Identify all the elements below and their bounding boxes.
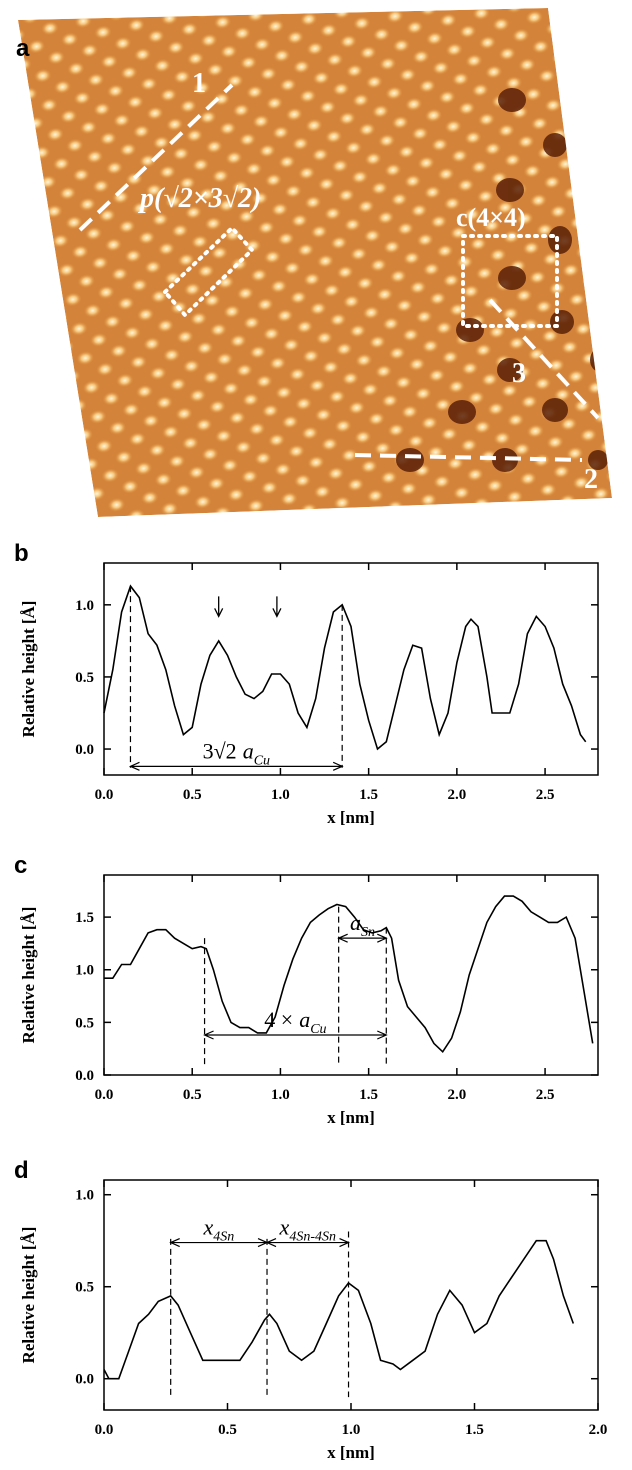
x-axis-label: x [nm] xyxy=(327,1108,375,1127)
y-tick-label: 0.0 xyxy=(75,1372,94,1388)
y-tick-label: 1.0 xyxy=(75,963,94,979)
plot-frame xyxy=(103,1179,599,1411)
span-label-var: a xyxy=(350,910,361,935)
y-tick-label: 1.0 xyxy=(75,598,94,614)
x-tick-label: 2.0 xyxy=(447,1087,466,1103)
x-tick-label: 2.0 xyxy=(589,1422,608,1438)
span-label-var: a xyxy=(299,1007,310,1032)
plot-frame xyxy=(103,562,599,776)
y-tick-label: 0.5 xyxy=(75,670,94,686)
y-tick-label: 0.0 xyxy=(75,742,94,758)
y-axis-label: Relative height [Å] xyxy=(19,601,38,738)
x-tick-label: 0.0 xyxy=(95,787,114,803)
x-tick-label: 0.0 xyxy=(95,1422,114,1438)
x-tick-label: 1.0 xyxy=(342,1422,361,1438)
span-label: 4 × aCu xyxy=(264,1007,326,1037)
span-label: x4Sn xyxy=(202,1215,234,1245)
y-tick-label: 1.0 xyxy=(75,1188,94,1204)
span-label-sub: 4Sn-4Sn xyxy=(289,1230,336,1245)
line-label: 1 xyxy=(192,68,206,99)
span-label-var: x xyxy=(202,1215,213,1240)
cell-label: p(√2×3√2) xyxy=(138,183,261,214)
span-label-lead: 4 × xyxy=(264,1007,293,1032)
x-tick-label: 0.0 xyxy=(95,1087,114,1103)
y-tick-label: 1.5 xyxy=(75,910,94,926)
x-tick-label: 1.5 xyxy=(359,1087,378,1103)
image-overlay xyxy=(78,83,600,462)
span-label: 3√2 aCu xyxy=(203,738,270,768)
panel-label: b xyxy=(14,540,29,567)
line-label: 2 xyxy=(584,464,598,495)
x-axis-label: x [nm] xyxy=(327,808,375,827)
panel-label: c xyxy=(14,852,27,879)
span-arrow xyxy=(265,1238,351,1248)
x-tick-label: 2.5 xyxy=(536,1087,555,1103)
x-tick-label: 1.0 xyxy=(271,787,290,803)
pointer-arrow xyxy=(272,596,282,618)
stm-image xyxy=(18,8,612,517)
profile-line xyxy=(103,584,587,751)
x-tick-label: 2.0 xyxy=(447,787,466,803)
span-arrow xyxy=(337,933,388,943)
span-label: aSn xyxy=(350,910,375,940)
x-tick-label: 1.5 xyxy=(359,787,378,803)
profile-line xyxy=(103,1239,575,1380)
x-tick-label: 0.5 xyxy=(183,1087,202,1103)
x-axis-label: x [nm] xyxy=(327,1443,375,1462)
y-tick-label: 0.5 xyxy=(75,1015,94,1031)
span-label: x4Sn-4Sn xyxy=(279,1215,336,1245)
span-arrow xyxy=(128,761,344,771)
panel-label: a xyxy=(16,35,30,62)
x-tick-label: 1.5 xyxy=(465,1422,484,1438)
span-label-var: a xyxy=(243,738,254,763)
span-label-lead: 3√2 xyxy=(203,738,237,763)
profile-line xyxy=(104,895,594,1054)
x-tick-label: 0.5 xyxy=(218,1422,237,1438)
span-label-sub: Cu xyxy=(254,753,270,768)
y-axis-label: Relative height [Å] xyxy=(19,907,38,1044)
plot-frame xyxy=(103,874,599,1076)
span-label-var: x xyxy=(279,1215,290,1240)
span-label-sub: 4Sn xyxy=(213,1230,234,1245)
pointer-arrow xyxy=(214,596,224,618)
panel-label: d xyxy=(14,1157,29,1184)
line-label: 3 xyxy=(512,358,526,389)
cell-label: c(4×4) xyxy=(456,203,526,232)
x-tick-label: 1.0 xyxy=(271,1087,290,1103)
y-tick-label: 0.5 xyxy=(75,1280,94,1296)
x-tick-label: 0.5 xyxy=(183,787,202,803)
x-tick-label: 2.5 xyxy=(536,787,555,803)
y-tick-label: 0.0 xyxy=(75,1068,94,1084)
y-axis-label: Relative height [Å] xyxy=(19,1227,38,1364)
span-label-sub: Sn xyxy=(361,925,375,940)
span-label-sub: Cu xyxy=(310,1022,326,1037)
span-arrow xyxy=(203,1030,388,1040)
